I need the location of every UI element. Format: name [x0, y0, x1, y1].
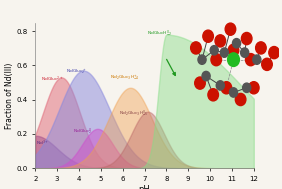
Circle shape: [243, 83, 251, 92]
Circle shape: [228, 53, 239, 67]
Circle shape: [216, 81, 224, 90]
Circle shape: [210, 46, 218, 55]
Circle shape: [262, 58, 272, 70]
Circle shape: [228, 44, 239, 56]
Text: NdGlucH$_{-2}^0$: NdGlucH$_{-2}^0$: [147, 28, 172, 39]
Circle shape: [220, 48, 228, 57]
Circle shape: [202, 71, 210, 81]
Circle shape: [269, 46, 279, 59]
Circle shape: [241, 33, 252, 45]
Circle shape: [191, 42, 201, 54]
Circle shape: [203, 30, 213, 42]
Circle shape: [241, 48, 249, 57]
Y-axis label: Fraction of Nd(III): Fraction of Nd(III): [5, 62, 14, 129]
Text: NdGluc$_2^+$: NdGluc$_2^+$: [66, 68, 87, 77]
Circle shape: [230, 88, 237, 97]
Circle shape: [253, 55, 261, 64]
Circle shape: [195, 77, 205, 89]
Text: NdGluc$^{2+}$: NdGluc$^{2+}$: [41, 75, 63, 84]
Text: NdGluc$_2^0$: NdGluc$_2^0$: [74, 126, 93, 136]
Circle shape: [225, 23, 236, 35]
Circle shape: [215, 35, 226, 47]
Circle shape: [245, 53, 256, 66]
Circle shape: [232, 39, 241, 48]
Circle shape: [198, 55, 206, 64]
X-axis label: pH: pH: [139, 185, 150, 189]
Text: Nd$_2$Gluc$_3$H$_{-5}^{II}$: Nd$_2$Gluc$_3$H$_{-5}^{II}$: [119, 109, 149, 119]
Circle shape: [235, 93, 246, 106]
Circle shape: [208, 89, 219, 101]
Circle shape: [255, 42, 266, 54]
Circle shape: [248, 82, 259, 94]
Text: Nd$_2$Gluc$_3$H$_{-4}^+$: Nd$_2$Gluc$_3$H$_{-4}^+$: [110, 74, 139, 83]
Circle shape: [221, 82, 232, 94]
Text: Nd$^{3+}$: Nd$^{3+}$: [36, 138, 49, 148]
Circle shape: [211, 53, 222, 66]
